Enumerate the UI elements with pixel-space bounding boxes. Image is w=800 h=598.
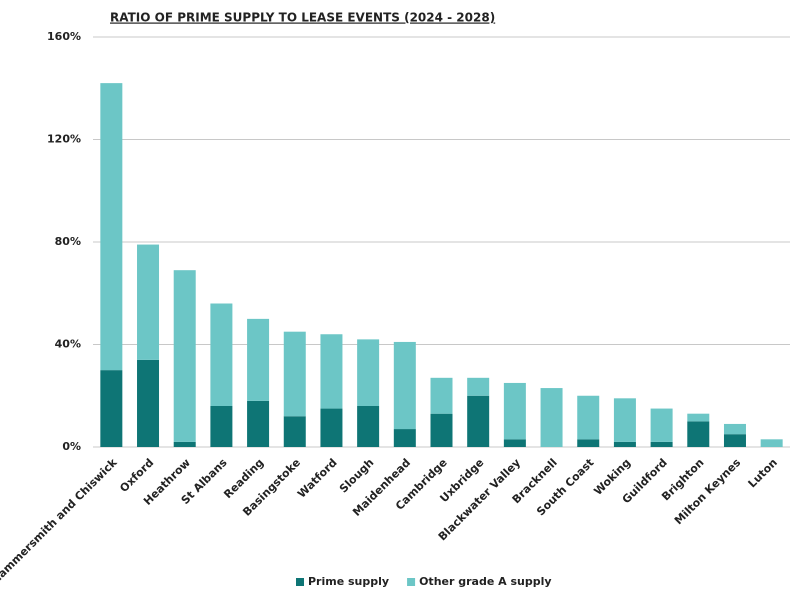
bar-segment bbox=[210, 303, 233, 406]
bar-segment bbox=[100, 370, 123, 447]
bar-segment bbox=[283, 416, 306, 447]
bar-segment bbox=[650, 408, 673, 442]
bar-segment bbox=[247, 400, 270, 447]
bar-segment bbox=[357, 339, 380, 406]
chart-title: RATIO OF PRIME SUPPLY TO LEASE EVENTS (2… bbox=[110, 11, 495, 25]
bar-segment bbox=[503, 439, 526, 447]
bar-segment bbox=[430, 413, 453, 447]
y-tick-label: 40% bbox=[55, 338, 81, 351]
bar-segment bbox=[577, 395, 600, 440]
bar-segment bbox=[210, 406, 233, 447]
bar-segment bbox=[283, 331, 306, 417]
bar-segment bbox=[173, 270, 196, 442]
y-tick-label: 80% bbox=[55, 235, 81, 248]
bar-segment bbox=[723, 434, 746, 447]
bar-segment bbox=[320, 334, 343, 409]
legend-swatch bbox=[296, 578, 304, 586]
bar-segment bbox=[687, 413, 710, 422]
x-tick-label: Luton bbox=[746, 456, 780, 490]
y-tick-label: 0% bbox=[62, 440, 81, 453]
y-tick-label: 160% bbox=[47, 30, 81, 43]
x-tick-label: Hammersmith and Chiswick bbox=[0, 456, 120, 587]
x-tick-label: Milton Keynes bbox=[672, 456, 744, 528]
bar-segment bbox=[173, 441, 196, 447]
bar-segment bbox=[320, 408, 343, 447]
bar-segment bbox=[137, 244, 160, 360]
legend-label: Other grade A supply bbox=[419, 575, 551, 588]
bar-segment bbox=[393, 341, 416, 430]
bar-segment bbox=[760, 439, 783, 447]
bar-segment bbox=[613, 441, 636, 447]
bar-segment bbox=[247, 318, 270, 401]
y-tick-label: 120% bbox=[47, 133, 81, 146]
bar-segment bbox=[650, 441, 673, 447]
bar-segment bbox=[503, 382, 526, 440]
legend-swatch bbox=[407, 578, 416, 586]
x-tick-label: Watford bbox=[295, 456, 340, 501]
bar-segment bbox=[393, 429, 416, 447]
legend-label: Prime supply bbox=[308, 575, 389, 588]
bar-segment bbox=[577, 439, 600, 447]
bar-segment bbox=[467, 395, 490, 447]
bar-segment bbox=[723, 423, 746, 435]
bar-segment bbox=[613, 398, 636, 442]
bar-segment bbox=[100, 83, 123, 371]
bar-segment bbox=[137, 359, 160, 447]
bar-segment bbox=[357, 406, 380, 447]
bar-segment bbox=[687, 421, 710, 447]
bar-segment bbox=[540, 388, 563, 447]
bar-segment bbox=[467, 377, 490, 396]
bar-segment bbox=[430, 377, 453, 414]
